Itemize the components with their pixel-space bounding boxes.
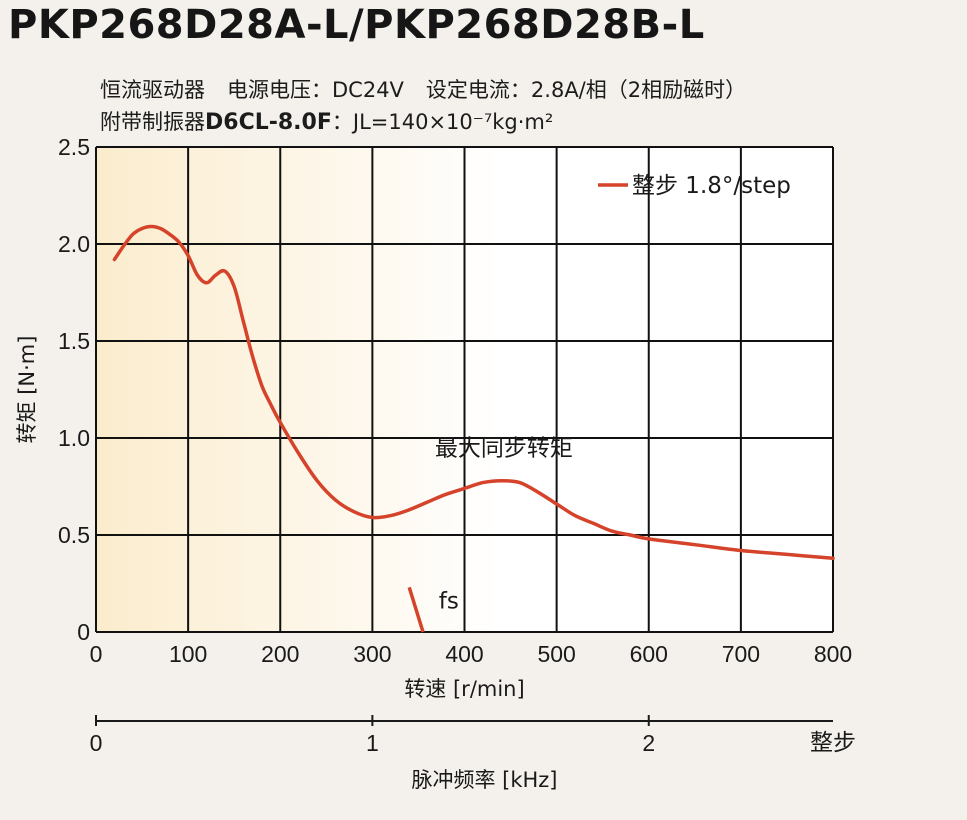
current-label: 设定电流： xyxy=(425,78,531,102)
inertia-sep: ： xyxy=(331,110,353,134)
spec-line-1: 恒流驱动器 电源电压：DC24V 设定电流：2.8A/相（2相励磁时） xyxy=(100,74,746,104)
current-value: 2.8A/相（2相励磁时） xyxy=(530,78,747,102)
x-tick-label: 100 xyxy=(169,641,207,667)
x-tick-label: 600 xyxy=(630,641,668,667)
page-title: PKP268D28A-L/PKP268D28B-L xyxy=(8,2,705,48)
y-tick-label: 1.0 xyxy=(58,425,90,451)
y-axis-label: 转矩 [N·m] xyxy=(15,336,39,444)
max-sync-torque-label: 最大同步转矩 xyxy=(435,436,573,462)
fs-label: fs xyxy=(439,589,459,615)
voltage-label: 电源电压： xyxy=(227,78,332,102)
grid xyxy=(95,146,834,633)
x-tick-label: 500 xyxy=(537,641,575,667)
pulse-frequency-end-label: 整步 xyxy=(810,730,856,756)
fs-marker-line xyxy=(407,586,425,633)
damper-label: 附带制振器 xyxy=(100,110,205,134)
x-tick-label: 300 xyxy=(353,641,391,667)
x-axis-label: 转速 [r/min] xyxy=(404,677,524,701)
annotations: 最大同步转矩 fs xyxy=(435,436,573,615)
inertia-value: JL=140×10⁻⁷kg·m² xyxy=(352,110,554,134)
pulse-frequency-tick-label: 2 xyxy=(642,730,655,756)
driver-type: 恒流驱动器 xyxy=(100,78,205,102)
pulse-frequency-axis: 0 1 2 xyxy=(90,715,833,756)
x-tick-label: 700 xyxy=(722,641,760,667)
pulse-frequency-tick-label: 1 xyxy=(366,730,379,756)
legend: 整步 1.8°/step xyxy=(598,173,791,199)
voltage-value: DC24V xyxy=(332,78,404,102)
x-tick-label: 800 xyxy=(814,641,852,667)
pulse-frequency-label: 脉冲频率 [kHz] xyxy=(411,768,557,792)
y-tick-label: 0 xyxy=(77,619,90,645)
x-tick-label: 400 xyxy=(445,641,483,667)
y-tick-label: 1.5 xyxy=(58,328,90,354)
series-layer xyxy=(112,224,835,633)
y-tick-label: 0.5 xyxy=(58,522,90,548)
x-tick-label: 0 xyxy=(90,641,103,667)
y-tick-label: 2.0 xyxy=(58,231,90,257)
spec-line-2: 附带制振器D6CL-8.0F：JL=140×10⁻⁷kg·m² xyxy=(100,106,553,136)
series-line-fullstep xyxy=(112,224,835,561)
legend-label: 整步 1.8°/step xyxy=(632,173,791,199)
y-tick-label: 2.5 xyxy=(58,134,90,160)
pulse-frequency-tick-label: 0 xyxy=(90,730,103,756)
x-tick-label: 200 xyxy=(261,641,299,667)
damper-model: D6CL-8.0F xyxy=(205,110,332,135)
axis-ticks: 0 100 200 300 400 500 600 700 800 0 0.5 1.0 1.5 2.0 2.… xyxy=(58,134,852,667)
